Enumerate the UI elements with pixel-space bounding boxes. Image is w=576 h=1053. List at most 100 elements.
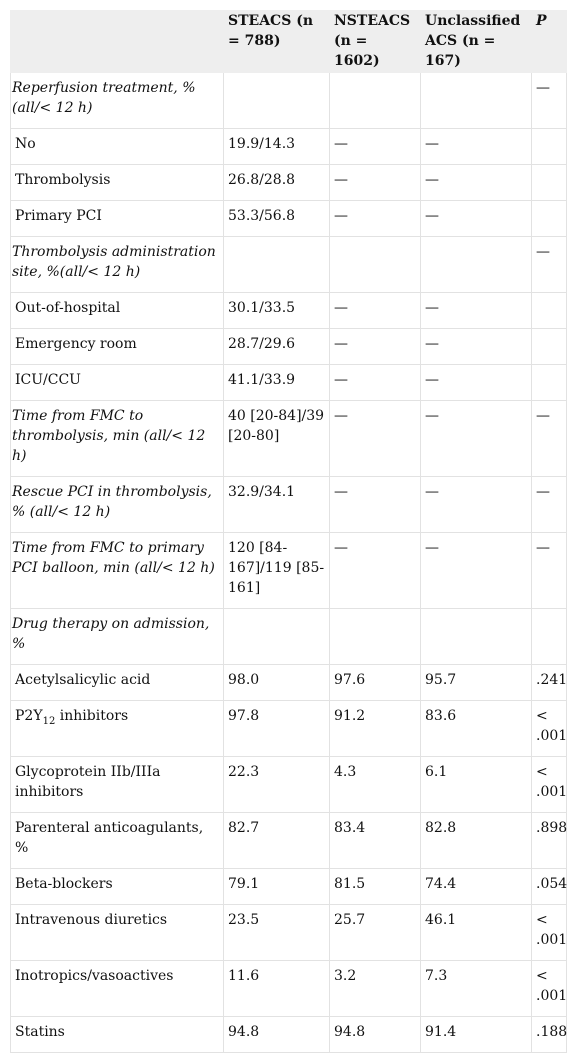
row-label: Out-of-hospital: [15, 300, 121, 316]
table-row: Time from FMC to primary PCI balloon, mi…: [10, 532, 567, 609]
table-row: Statins 94.8 94.8 91.4.188: [10, 1016, 567, 1053]
nsteacs-value: [329, 72, 421, 129]
nsteacs-value: —: [329, 200, 421, 237]
unclassified-value: 91.4: [420, 1016, 532, 1053]
p-value: .054: [531, 868, 567, 905]
unclassified-value: —: [420, 164, 532, 201]
table-row: Primary PCI 53.3/56.8— —: [10, 200, 567, 237]
steacs-value: 120 [84-167]/119 [85-161]: [223, 532, 330, 609]
p-value: —: [531, 532, 567, 609]
unclassified-value: —: [420, 400, 532, 477]
nsteacs-value: 94.8: [329, 1016, 421, 1053]
row-label: P2Y: [15, 708, 43, 724]
row-label: No: [15, 136, 36, 152]
steacs-value: 32.9/34.1: [223, 476, 330, 533]
p-value: < .001: [531, 756, 567, 813]
nsteacs-value: 4.3: [329, 756, 421, 813]
row-label-cell: Out-of-hospital: [10, 292, 224, 329]
steacs-value: 30.1/33.5: [223, 292, 330, 329]
steacs-value: 28.7/29.6: [223, 328, 330, 365]
section-label-cell: Reperfusion treatment, % (all/< 12 h): [10, 72, 224, 129]
nsteacs-value: [329, 608, 421, 665]
steacs-value: 19.9/14.3: [223, 128, 330, 165]
header-row: STEACS (n = 788) NSTEACS (n = 1602) Uncl…: [10, 10, 567, 73]
p-value: < .001: [531, 960, 567, 1017]
table-row: Acetylsalicylic acid 98.0 97.6 95.7.241: [10, 664, 567, 701]
row-label-cell: ICU/CCU: [10, 364, 224, 401]
unclassified-value: —: [420, 328, 532, 365]
row-label: Beta-blockers: [15, 876, 113, 892]
row-label: Primary PCI: [15, 208, 102, 224]
table-body: Reperfusion treatment, % (all/< 12 h) — No…: [10, 72, 567, 1053]
unclassified-value: [420, 608, 532, 665]
row-label: Inotropics/vasoactives: [15, 968, 174, 984]
steacs-value: 94.8: [223, 1016, 330, 1053]
row-label: Parenteral anticoagulants, %: [15, 820, 204, 856]
row-label: Rescue PCI in thrombolysis, % (all/< 12 …: [12, 484, 212, 520]
table-row: Thrombolysis administration site, %(all/…: [10, 236, 567, 293]
steacs-value: 23.5: [223, 904, 330, 961]
unclassified-value: —: [420, 476, 532, 533]
p-value: [531, 292, 567, 329]
nsteacs-value: —: [329, 532, 421, 609]
nsteacs-value: —: [329, 164, 421, 201]
steacs-value: [223, 236, 330, 293]
p-value: [531, 364, 567, 401]
row-label: Statins: [15, 1024, 65, 1040]
header-cell-unclassified: Unclassified ACS (n = 167): [420, 10, 532, 73]
row-label-cell: Intravenous diuretics: [10, 904, 224, 961]
unclassified-value: —: [420, 200, 532, 237]
steacs-value: [223, 72, 330, 129]
nsteacs-value: —: [329, 292, 421, 329]
steacs-value: 26.8/28.8: [223, 164, 330, 201]
p-value: —: [531, 236, 567, 293]
unclassified-value: 83.6: [420, 700, 532, 757]
nsteacs-value: 3.2: [329, 960, 421, 1017]
steacs-value: 98.0: [223, 664, 330, 701]
p-value: [531, 608, 567, 665]
data-table: STEACS (n = 788) NSTEACS (n = 1602) Uncl…: [10, 10, 567, 1053]
unclassified-value: 6.1: [420, 756, 532, 813]
nsteacs-value: 97.6: [329, 664, 421, 701]
header-cell-steacs: STEACS (n = 788): [223, 10, 330, 73]
row-label: Intravenous diuretics: [15, 912, 168, 928]
table-row: Inotropics/vasoactives 11.6 3.2 7.3 < .001: [10, 960, 567, 1017]
row-label-cell: Primary PCI: [10, 200, 224, 237]
table-row: Reperfusion treatment, % (all/< 12 h) —: [10, 72, 567, 129]
table-row: P2Y12 inhibitors 97.8 91.2 83.6 < .001: [10, 700, 567, 757]
row-label: Time from FMC to primary PCI balloon, mi…: [12, 540, 215, 576]
unclassified-value: 74.4: [420, 868, 532, 905]
table-row: Intravenous diuretics 23.5 25.7 46.1 < .001: [10, 904, 567, 961]
unclassified-value: [420, 236, 532, 293]
row-label-cell: No: [10, 128, 224, 165]
row-label: Reperfusion treatment, % (all/< 12 h): [12, 80, 196, 116]
section-label-cell: Drug therapy on admission, %: [10, 608, 224, 665]
p-value: .188: [531, 1016, 567, 1053]
row-label: Drug therapy on admission, %: [12, 616, 210, 652]
table-row: Glycoprotein IIb/IIIa inhibitors 22.3 4.3 6…: [10, 756, 567, 813]
nsteacs-value: 81.5: [329, 868, 421, 905]
unclassified-value: —: [420, 364, 532, 401]
table-row: No 19.9/14.3— —: [10, 128, 567, 165]
steacs-value: 22.3: [223, 756, 330, 813]
table-row: Out-of-hospital 30.1/33.5— —: [10, 292, 567, 329]
unclassified-value: —: [420, 532, 532, 609]
p-value: —: [531, 476, 567, 533]
row-label-cell: Parenteral anticoagulants, %: [10, 812, 224, 869]
row-label-cell: Glycoprotein IIb/IIIa inhibitors: [10, 756, 224, 813]
p-value: < .001: [531, 904, 567, 961]
header-cell-label: [10, 10, 224, 73]
row-label-subscript: 12: [42, 715, 56, 727]
table-row: Drug therapy on admission, %: [10, 608, 567, 665]
steacs-value: [223, 608, 330, 665]
section-label-cell: Time from FMC to primary PCI balloon, mi…: [10, 532, 224, 609]
unclassified-value: [420, 72, 532, 129]
table-row: Parenteral anticoagulants, % 82.7 83.4 82.8…: [10, 812, 567, 869]
unclassified-value: —: [420, 292, 532, 329]
nsteacs-value: —: [329, 476, 421, 533]
steacs-value: 53.3/56.8: [223, 200, 330, 237]
table-row: Thrombolysis 26.8/28.8— —: [10, 164, 567, 201]
table-row: Beta-blockers 79.1 81.5 74.4.054: [10, 868, 567, 905]
section-label-cell: Thrombolysis administration site, %(all/…: [10, 236, 224, 293]
header-cell-nsteacs: NSTEACS (n = 1602): [329, 10, 421, 73]
